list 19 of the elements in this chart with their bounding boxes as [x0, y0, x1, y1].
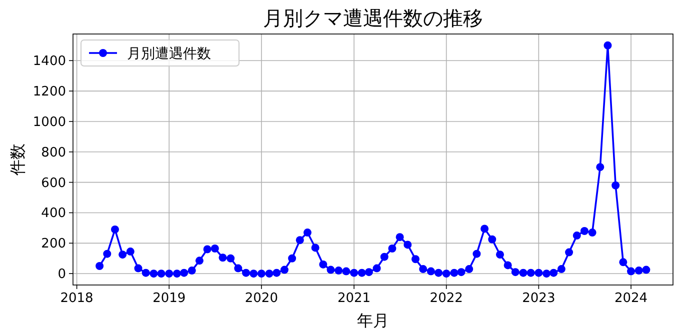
x-tick-label: 2018 [60, 291, 94, 306]
x-axis-title: 年月 [357, 311, 389, 330]
x-tick-label: 2024 [614, 291, 648, 306]
x-tick-label: 2023 [522, 291, 556, 306]
y-tick-label: 0 [58, 267, 66, 282]
y-axis-title: 件数 [8, 144, 27, 176]
y-tick-label: 1400 [32, 54, 66, 70]
legend-label: 月別遭遇件数 [127, 46, 211, 62]
x-tick-label: 2021 [337, 291, 371, 306]
y-tick-label: 200 [41, 236, 66, 252]
chart-title: 月別クマ遭遇件数の推移 [263, 6, 483, 30]
y-tick-label: 1000 [32, 114, 66, 130]
x-tick-label: 2022 [430, 291, 463, 306]
y-tick-label: 800 [41, 145, 66, 160]
y-tick-label: 400 [41, 206, 66, 222]
x-tick-label: 2020 [244, 291, 278, 306]
y-tick-label: 1200 [32, 84, 66, 100]
x-tick-label: 2019 [152, 291, 186, 306]
y-tick-label: 600 [41, 176, 66, 191]
